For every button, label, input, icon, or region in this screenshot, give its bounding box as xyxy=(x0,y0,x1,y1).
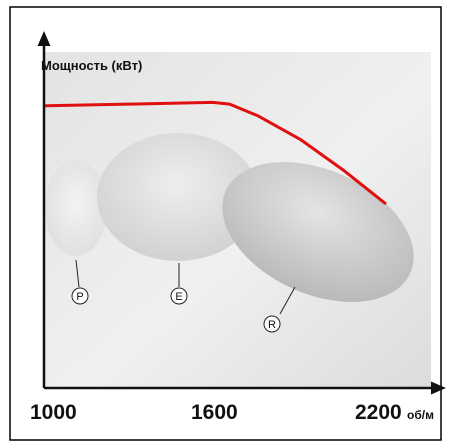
zone-r-leader xyxy=(279,286,296,315)
zone-p-letter: P xyxy=(76,291,83,303)
axes xyxy=(37,31,446,395)
x-axis-arrow xyxy=(431,381,446,395)
zone-e-ellipse xyxy=(97,133,259,261)
series-power-line xyxy=(44,100,387,205)
zone-r-letter: R xyxy=(268,319,276,331)
x-tick-label-1600: 1600 xyxy=(191,401,238,424)
zone-p-leader xyxy=(75,259,80,288)
zones: P E R xyxy=(45,133,414,333)
zone-r-ellipse xyxy=(222,162,414,302)
x-tick-label-2200: 2200 xyxy=(355,401,402,424)
x-unit-label: об/м xyxy=(407,408,434,422)
zone-p-ellipse xyxy=(45,160,107,256)
y-axis-arrow xyxy=(37,31,51,46)
x-tick-label-1000: 1000 xyxy=(30,401,77,424)
y-axis-label: Мощность (кВт) xyxy=(41,58,142,73)
zone-e-letter: E xyxy=(175,291,182,303)
zone-r-marker xyxy=(263,315,281,333)
zone-e-marker xyxy=(170,287,188,305)
zone-p-marker xyxy=(71,287,89,305)
